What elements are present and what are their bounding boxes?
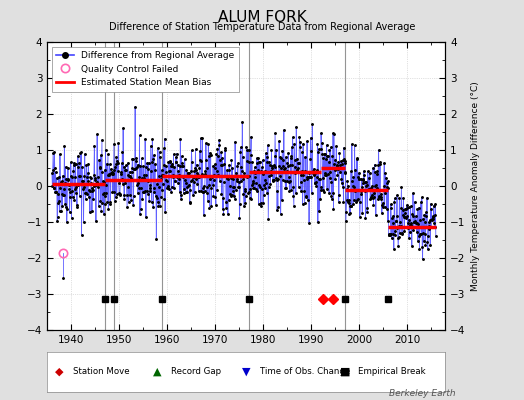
Text: ▲: ▲ <box>152 367 161 377</box>
Text: Berkeley Earth: Berkeley Earth <box>389 389 456 398</box>
Text: Empirical Break: Empirical Break <box>358 368 425 376</box>
Text: ◆: ◆ <box>55 367 63 377</box>
Text: ALUM FORK: ALUM FORK <box>217 10 307 25</box>
Y-axis label: Monthly Temperature Anomaly Difference (°C): Monthly Temperature Anomaly Difference (… <box>471 81 480 291</box>
Text: ▼: ▼ <box>242 367 251 377</box>
Text: Record Gap: Record Gap <box>171 368 221 376</box>
Legend: Difference from Regional Average, Quality Control Failed, Estimated Station Mean: Difference from Regional Average, Qualit… <box>52 46 239 92</box>
Text: Difference of Station Temperature Data from Regional Average: Difference of Station Temperature Data f… <box>109 22 415 32</box>
Text: Time of Obs. Change: Time of Obs. Change <box>260 368 351 376</box>
Text: Station Move: Station Move <box>73 368 129 376</box>
Text: ■: ■ <box>340 367 351 377</box>
